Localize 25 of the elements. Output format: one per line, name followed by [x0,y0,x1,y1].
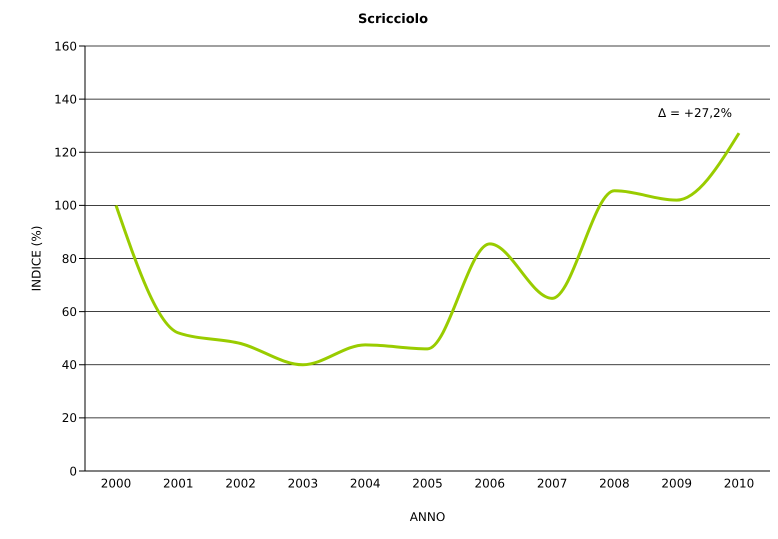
x-tick-label: 2009 [661,476,692,491]
x-tick-label: 2003 [288,476,318,491]
line-series [114,132,740,366]
y-tick-label: 40 [62,358,77,372]
y-tick-label: 60 [62,304,77,319]
annotation: Δ = +27,2% [658,106,732,120]
x-tick-label: 2010 [724,476,754,491]
y-tick-label: 80 [62,252,77,266]
x-tick-label: 2007 [536,476,568,491]
chart-title: Scricciolo [356,12,430,27]
y-tick-label: 20 [62,411,77,426]
x-tick-label: 2006 [474,476,506,491]
y-axis-title: INDICE (%) [29,226,44,292]
x-tick-label: 2008 [599,476,630,491]
y-tick-label: 140 [54,92,77,106]
x-tick-label: 2000 [100,476,132,491]
x-tick-label: 2002 [225,476,256,491]
x-tick-label: 2001 [163,476,194,491]
y-tick-label: 160 [54,39,77,54]
y-tick-label: 100 [54,198,77,213]
x-tick-label: 2004 [350,476,380,491]
x-tick-label: 2005 [412,476,443,491]
y-tick-label: 0 [69,464,77,478]
x-axis-title: ANNO [410,510,446,524]
y-tick-label: 120 [54,146,77,160]
